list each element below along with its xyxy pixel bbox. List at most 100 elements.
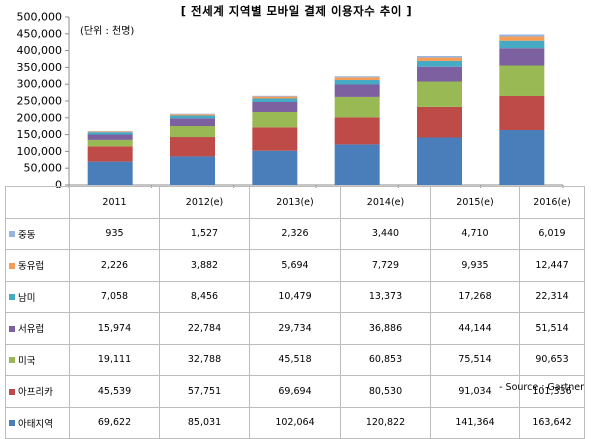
- bar-segment: [252, 96, 297, 97]
- bar-segment: [170, 156, 215, 185]
- series-name: 남미: [18, 293, 35, 304]
- data-label: 102,064: [250, 407, 341, 439]
- bar-segment: [499, 96, 544, 130]
- data-label: 36,886: [341, 313, 431, 345]
- bar-segment: [88, 135, 133, 140]
- bar-segment: [252, 102, 297, 112]
- y-tick-label: 250,000: [17, 95, 63, 108]
- bar-segment: [417, 138, 462, 185]
- bar-segment: [170, 114, 215, 115]
- bar-segment: [417, 82, 462, 107]
- table-corner-cell: [6, 187, 70, 219]
- bar-segment: [170, 116, 215, 119]
- y-tick-label: 350,000: [17, 61, 63, 74]
- bar-segment: [88, 131, 133, 132]
- bar-segment: [88, 132, 133, 134]
- unit-note: (단위 : 천명): [80, 24, 134, 37]
- data-label: 57,751: [160, 376, 250, 408]
- bar-segment: [335, 80, 380, 84]
- bar-segment: [335, 76, 380, 77]
- legend-swatch: [9, 389, 15, 395]
- series-label-cell: 아태지역: [6, 407, 70, 439]
- source-note: - Source : Gartner: [499, 382, 584, 393]
- legend-swatch: [9, 263, 15, 269]
- series-label-cell: 미국: [6, 344, 70, 376]
- series-name: 미국: [18, 356, 35, 367]
- data-label: 9,935: [431, 250, 520, 282]
- bar-segment: [252, 151, 297, 185]
- data-label: 51,514: [520, 313, 585, 345]
- series-name: 동유럽: [18, 261, 44, 272]
- x-tick-label: 2013(e): [250, 187, 341, 219]
- data-label: 15,974: [70, 313, 160, 345]
- data-label: 141,364: [431, 407, 520, 439]
- data-label: 12,447: [520, 250, 585, 282]
- series-label-cell: 중동: [6, 218, 70, 250]
- legend-swatch: [9, 231, 15, 237]
- bar-segment: [88, 140, 133, 146]
- series-name: 아프리카: [18, 387, 53, 398]
- bar-segment: [417, 67, 462, 82]
- bar-segment: [252, 112, 297, 127]
- data-label: 935: [70, 218, 160, 250]
- x-tick-label: 2012(e): [160, 187, 250, 219]
- legend-swatch: [9, 294, 15, 300]
- data-label: 22,314: [520, 281, 585, 313]
- y-tick-label: 300,000: [17, 78, 63, 91]
- series-name: 서유럽: [18, 324, 44, 335]
- data-label: 69,694: [250, 376, 341, 408]
- bar-segment: [252, 97, 297, 99]
- data-label: 3,882: [160, 250, 250, 282]
- bar-segment: [252, 127, 297, 150]
- bar-segment: [88, 146, 133, 161]
- data-label: 10,479: [250, 281, 341, 313]
- bar-segment: [252, 98, 297, 102]
- stacked-bar-chart: 050,000100,000150,000200,000250,000300,0…: [0, 0, 593, 188]
- bar-segment: [170, 114, 215, 115]
- y-tick-label: 400,000: [17, 44, 63, 57]
- data-label: 90,653: [520, 344, 585, 376]
- bar-segment: [499, 66, 544, 96]
- data-label: 4,710: [431, 218, 520, 250]
- data-label: 1,527: [160, 218, 250, 250]
- series-label-cell: 동유럽: [6, 250, 70, 282]
- series-label-cell: 남미: [6, 281, 70, 313]
- bar-segment: [499, 130, 544, 185]
- bar-segment: [170, 137, 215, 156]
- data-label: 7,058: [70, 281, 160, 313]
- bar-segment: [417, 61, 462, 67]
- data-label: 19,111: [70, 344, 160, 376]
- data-label: 45,518: [250, 344, 341, 376]
- data-label: 3,440: [341, 218, 431, 250]
- data-label: 44,144: [431, 313, 520, 345]
- bar-segment: [499, 41, 544, 48]
- data-label: 60,853: [341, 344, 431, 376]
- data-label: 29,734: [250, 313, 341, 345]
- series-label-cell: 아프리카: [6, 376, 70, 408]
- bar-segment: [335, 144, 380, 185]
- data-label: 7,729: [341, 250, 431, 282]
- y-tick-label: 50,000: [24, 162, 63, 175]
- bar-segment: [170, 118, 215, 126]
- y-tick-label: 500,000: [17, 11, 63, 24]
- bar-segment: [335, 97, 380, 117]
- data-label: 5,694: [250, 250, 341, 282]
- legend-swatch: [9, 357, 15, 363]
- bar-segment: [335, 77, 380, 80]
- y-tick-label: 450,000: [17, 27, 63, 40]
- bar-segment: [417, 56, 462, 58]
- data-label: 22,784: [160, 313, 250, 345]
- series-label-cell: 서유럽: [6, 313, 70, 345]
- bar-segment: [417, 107, 462, 138]
- data-label: 32,788: [160, 344, 250, 376]
- data-label: 2,226: [70, 250, 160, 282]
- y-tick-label: 150,000: [17, 128, 63, 141]
- bar-segment: [88, 162, 133, 185]
